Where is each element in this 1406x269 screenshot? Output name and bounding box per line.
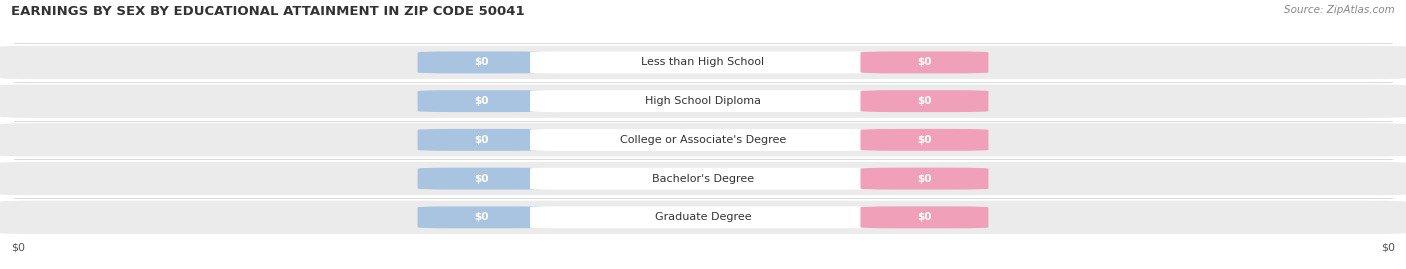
Text: Graduate Degree: Graduate Degree bbox=[655, 212, 751, 222]
FancyBboxPatch shape bbox=[0, 162, 1406, 195]
FancyBboxPatch shape bbox=[860, 90, 988, 112]
FancyBboxPatch shape bbox=[860, 51, 988, 73]
FancyBboxPatch shape bbox=[530, 51, 876, 73]
FancyBboxPatch shape bbox=[530, 206, 876, 228]
FancyBboxPatch shape bbox=[530, 168, 876, 190]
FancyBboxPatch shape bbox=[860, 206, 988, 228]
FancyBboxPatch shape bbox=[0, 201, 1406, 234]
Text: High School Diploma: High School Diploma bbox=[645, 96, 761, 106]
Text: $0: $0 bbox=[917, 57, 932, 68]
Text: $0: $0 bbox=[474, 135, 489, 145]
FancyBboxPatch shape bbox=[860, 168, 988, 190]
Text: $0: $0 bbox=[474, 174, 489, 184]
FancyBboxPatch shape bbox=[418, 129, 546, 151]
FancyBboxPatch shape bbox=[530, 129, 876, 151]
Text: $0: $0 bbox=[917, 174, 932, 184]
FancyBboxPatch shape bbox=[418, 206, 546, 228]
Text: $0: $0 bbox=[917, 135, 932, 145]
FancyBboxPatch shape bbox=[0, 123, 1406, 157]
Text: College or Associate's Degree: College or Associate's Degree bbox=[620, 135, 786, 145]
Text: Less than High School: Less than High School bbox=[641, 57, 765, 68]
FancyBboxPatch shape bbox=[0, 46, 1406, 79]
FancyBboxPatch shape bbox=[418, 90, 546, 112]
FancyBboxPatch shape bbox=[418, 168, 546, 190]
FancyBboxPatch shape bbox=[0, 84, 1406, 118]
Text: Source: ZipAtlas.com: Source: ZipAtlas.com bbox=[1284, 5, 1395, 15]
Text: $0: $0 bbox=[474, 96, 489, 106]
Text: Bachelor's Degree: Bachelor's Degree bbox=[652, 174, 754, 184]
FancyBboxPatch shape bbox=[530, 90, 876, 112]
FancyBboxPatch shape bbox=[860, 129, 988, 151]
Text: $0: $0 bbox=[474, 212, 489, 222]
Text: $0: $0 bbox=[11, 242, 25, 253]
Text: $0: $0 bbox=[917, 96, 932, 106]
Text: $0: $0 bbox=[474, 57, 489, 68]
Text: EARNINGS BY SEX BY EDUCATIONAL ATTAINMENT IN ZIP CODE 50041: EARNINGS BY SEX BY EDUCATIONAL ATTAINMEN… bbox=[11, 5, 524, 18]
Text: $0: $0 bbox=[1381, 242, 1395, 253]
FancyBboxPatch shape bbox=[418, 51, 546, 73]
Text: $0: $0 bbox=[917, 212, 932, 222]
